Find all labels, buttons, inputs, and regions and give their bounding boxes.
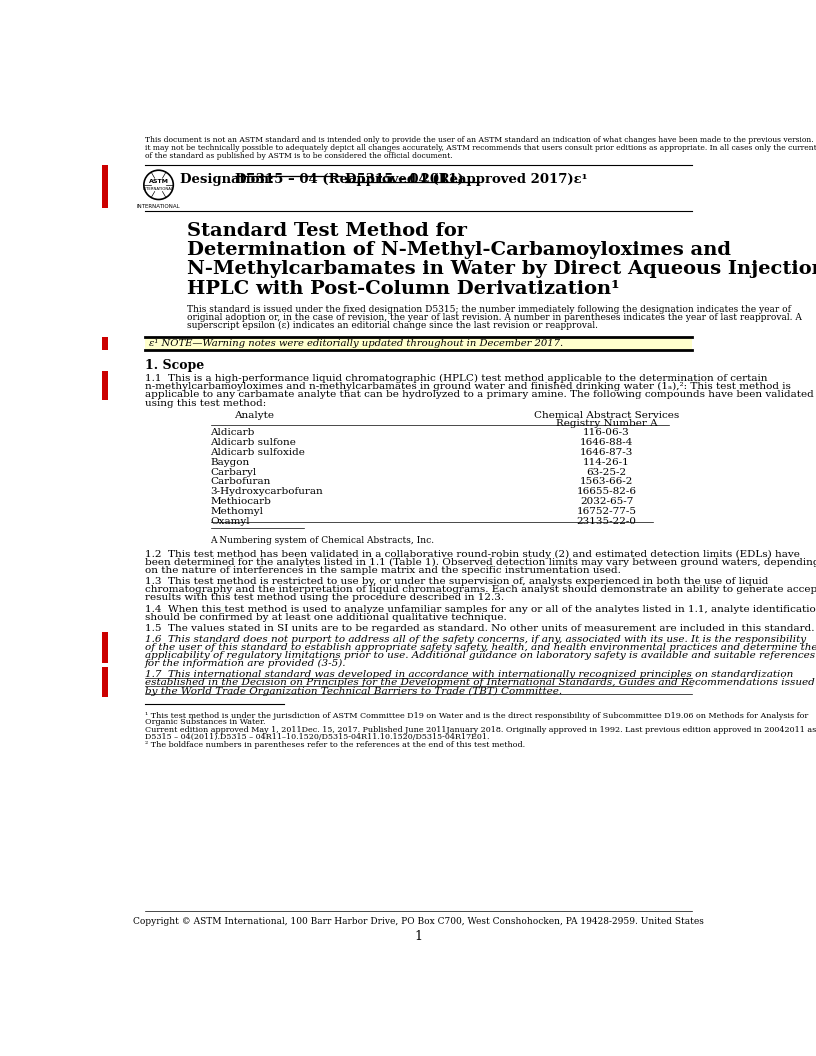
Text: 1646-87-3: 1646-87-3 xyxy=(580,448,633,457)
Text: Aldicarb sulfone: Aldicarb sulfone xyxy=(211,438,296,447)
Text: Copyright © ASTM International, 100 Barr Harbor Drive, PO Box C700, West Conshoh: Copyright © ASTM International, 100 Barr… xyxy=(133,917,703,926)
Bar xyxy=(102,372,109,400)
Text: D5315 – 04 (Reapproved 2011): D5315 – 04 (Reapproved 2011) xyxy=(235,173,464,186)
Text: 1.1  This is a high-performance liquid chromatographic (HPLC) test method applic: 1.1 This is a high-performance liquid ch… xyxy=(144,374,767,383)
Text: n-methylcarbamoyloximes and n-methylcarbamates in ground water and finished drin: n-methylcarbamoyloximes and n-methylcarb… xyxy=(144,382,791,392)
Text: on the nature of interferences in the sample matrix and the specific instrumenta: on the nature of interferences in the sa… xyxy=(144,566,620,576)
Bar xyxy=(102,337,109,350)
Text: This standard is issued under the fixed designation D5315; the number immediatel: This standard is issued under the fixed … xyxy=(187,305,792,314)
Text: it may not be technically possible to adequately depict all changes accurately, : it may not be technically possible to ad… xyxy=(144,144,816,152)
Text: should be confirmed by at least one additional qualitative technique.: should be confirmed by at least one addi… xyxy=(144,612,507,622)
Text: 3-Hydroxycarbofuran: 3-Hydroxycarbofuran xyxy=(211,487,323,496)
Bar xyxy=(144,337,692,350)
Text: 1.7  This international standard was developed in accordance with internationall: 1.7 This international standard was deve… xyxy=(144,671,793,679)
Text: Determination of N-Methyl-Carbamoyloximes and: Determination of N-Methyl-Carbamoyloxime… xyxy=(187,241,731,259)
Text: 1. Scope: 1. Scope xyxy=(144,359,204,372)
Text: 23135-22-0: 23135-22-0 xyxy=(577,516,636,526)
Bar xyxy=(102,667,109,697)
Text: 1.5  The values stated in SI units are to be regarded as standard. No other unit: 1.5 The values stated in SI units are to… xyxy=(144,624,814,633)
Text: using this test method:: using this test method: xyxy=(144,398,266,408)
Text: Organic Substances in Water.: Organic Substances in Water. xyxy=(144,718,265,727)
Text: INTERNATIONAL: INTERNATIONAL xyxy=(137,204,180,209)
Text: applicability of regulatory limitations prior to use. Additional guidance on lab: applicability of regulatory limitations … xyxy=(144,652,814,660)
Bar xyxy=(102,631,109,663)
Text: 16752-77-5: 16752-77-5 xyxy=(577,507,636,516)
Text: for the information are provided (3-5).: for the information are provided (3-5). xyxy=(144,659,346,668)
Text: ASTM: ASTM xyxy=(149,180,169,185)
Text: ¹ This test method is under the jurisdiction of ASTM Committee D19 on Water and : ¹ This test method is under the jurisdic… xyxy=(144,712,808,719)
Bar xyxy=(102,165,109,208)
Text: D5315 – 04 (Reapproved 2017)ε¹: D5315 – 04 (Reapproved 2017)ε¹ xyxy=(345,173,588,186)
Text: Carbaryl: Carbaryl xyxy=(211,468,257,476)
Text: N-Methylcarbamates in Water by Direct Aqueous Injection: N-Methylcarbamates in Water by Direct Aq… xyxy=(187,261,816,279)
Text: Aldicarb: Aldicarb xyxy=(211,428,255,437)
Text: 2032-65-7: 2032-65-7 xyxy=(580,497,633,506)
Text: applicable to any carbamate analyte that can be hydrolyzed to a primary amine. T: applicable to any carbamate analyte that… xyxy=(144,391,814,399)
Text: established in the Decision on Principles for the Development of International S: established in the Decision on Principle… xyxy=(144,678,814,687)
Text: Standard Test Method for: Standard Test Method for xyxy=(187,222,468,240)
Text: results with this test method using the procedure described in 12.3.: results with this test method using the … xyxy=(144,593,503,602)
Text: original adoption or, in the case of revision, the year of last revision. A numb: original adoption or, in the case of rev… xyxy=(187,313,802,322)
Text: Carbofuran: Carbofuran xyxy=(211,477,271,487)
Text: This document is not an ASTM standard and is intended only to provide the user o: This document is not an ASTM standard an… xyxy=(144,136,816,144)
Text: of the standard as published by ASTM is to be considered the official document.: of the standard as published by ASTM is … xyxy=(144,152,452,161)
Text: Aldicarb sulfoxide: Aldicarb sulfoxide xyxy=(211,448,305,457)
Text: been determined for the analytes listed in 1.1 (Table 1). Observed detection lim: been determined for the analytes listed … xyxy=(144,558,816,567)
Text: INTERNATIONAL: INTERNATIONAL xyxy=(143,187,174,191)
Text: ε¹ NOTE—Warning notes were editorially updated throughout in December 2017.: ε¹ NOTE—Warning notes were editorially u… xyxy=(149,339,563,347)
Text: A Numbering system of Chemical Abstracts, Inc.: A Numbering system of Chemical Abstracts… xyxy=(211,536,435,545)
Text: chromatography and the interpretation of liquid chromatograms. Each analyst shou: chromatography and the interpretation of… xyxy=(144,585,816,595)
Text: ² The boldface numbers in parentheses refer to the references at the end of this: ² The boldface numbers in parentheses re… xyxy=(144,741,525,749)
Text: 1646-88-4: 1646-88-4 xyxy=(580,438,633,447)
Text: superscript epsilon (ε) indicates an editorial change since the last revision or: superscript epsilon (ε) indicates an edi… xyxy=(187,321,598,331)
Text: Designation:: Designation: xyxy=(180,173,278,186)
Text: Chemical Abstract Services: Chemical Abstract Services xyxy=(534,411,679,420)
Text: 1.3  This test method is restricted to use by, or under the supervision of, anal: 1.3 This test method is restricted to us… xyxy=(144,578,768,586)
Text: Methomyl: Methomyl xyxy=(211,507,264,516)
Text: Analyte: Analyte xyxy=(233,411,273,420)
Text: D5315 – 04(2011).D5315 – 04R11–10.1520/D5315-04R11.10.1520/D5315-04R17E01.: D5315 – 04(2011).D5315 – 04R11–10.1520/D… xyxy=(144,733,489,741)
Text: 16655-82-6: 16655-82-6 xyxy=(577,487,636,496)
Text: 1.6  This standard does not purport to address all of the safety concerns, if an: 1.6 This standard does not purport to ad… xyxy=(144,635,805,644)
Text: of the user of this standard to establish appropriate safety safety, health, and: of the user of this standard to establis… xyxy=(144,643,816,652)
Text: Baygon: Baygon xyxy=(211,457,250,467)
Text: Current edition approved May 1, 2011Dec. 15, 2017. Published June 2011January 20: Current edition approved May 1, 2011Dec.… xyxy=(144,727,816,734)
Text: 63-25-2: 63-25-2 xyxy=(587,468,627,476)
Text: HPLC with Post-Column Derivatization¹: HPLC with Post-Column Derivatization¹ xyxy=(187,280,620,298)
Text: 1.2  This test method has been validated in a collaborative round-robin study (2: 1.2 This test method has been validated … xyxy=(144,550,800,559)
Text: Registry Number A: Registry Number A xyxy=(556,419,658,428)
Text: Methiocarb: Methiocarb xyxy=(211,497,272,506)
Text: by the World Trade Organization Technical Barriers to Trade (TBT) Committee.: by the World Trade Organization Technica… xyxy=(144,686,561,696)
Text: 116-06-3: 116-06-3 xyxy=(583,428,630,437)
Text: 1563-66-2: 1563-66-2 xyxy=(580,477,633,487)
Text: Oxamyl: Oxamyl xyxy=(211,516,251,526)
Text: 1: 1 xyxy=(415,930,422,943)
Text: 1.4  When this test method is used to analyze unfamiliar samples for any or all : 1.4 When this test method is used to ana… xyxy=(144,604,816,614)
Text: 114-26-1: 114-26-1 xyxy=(583,457,630,467)
